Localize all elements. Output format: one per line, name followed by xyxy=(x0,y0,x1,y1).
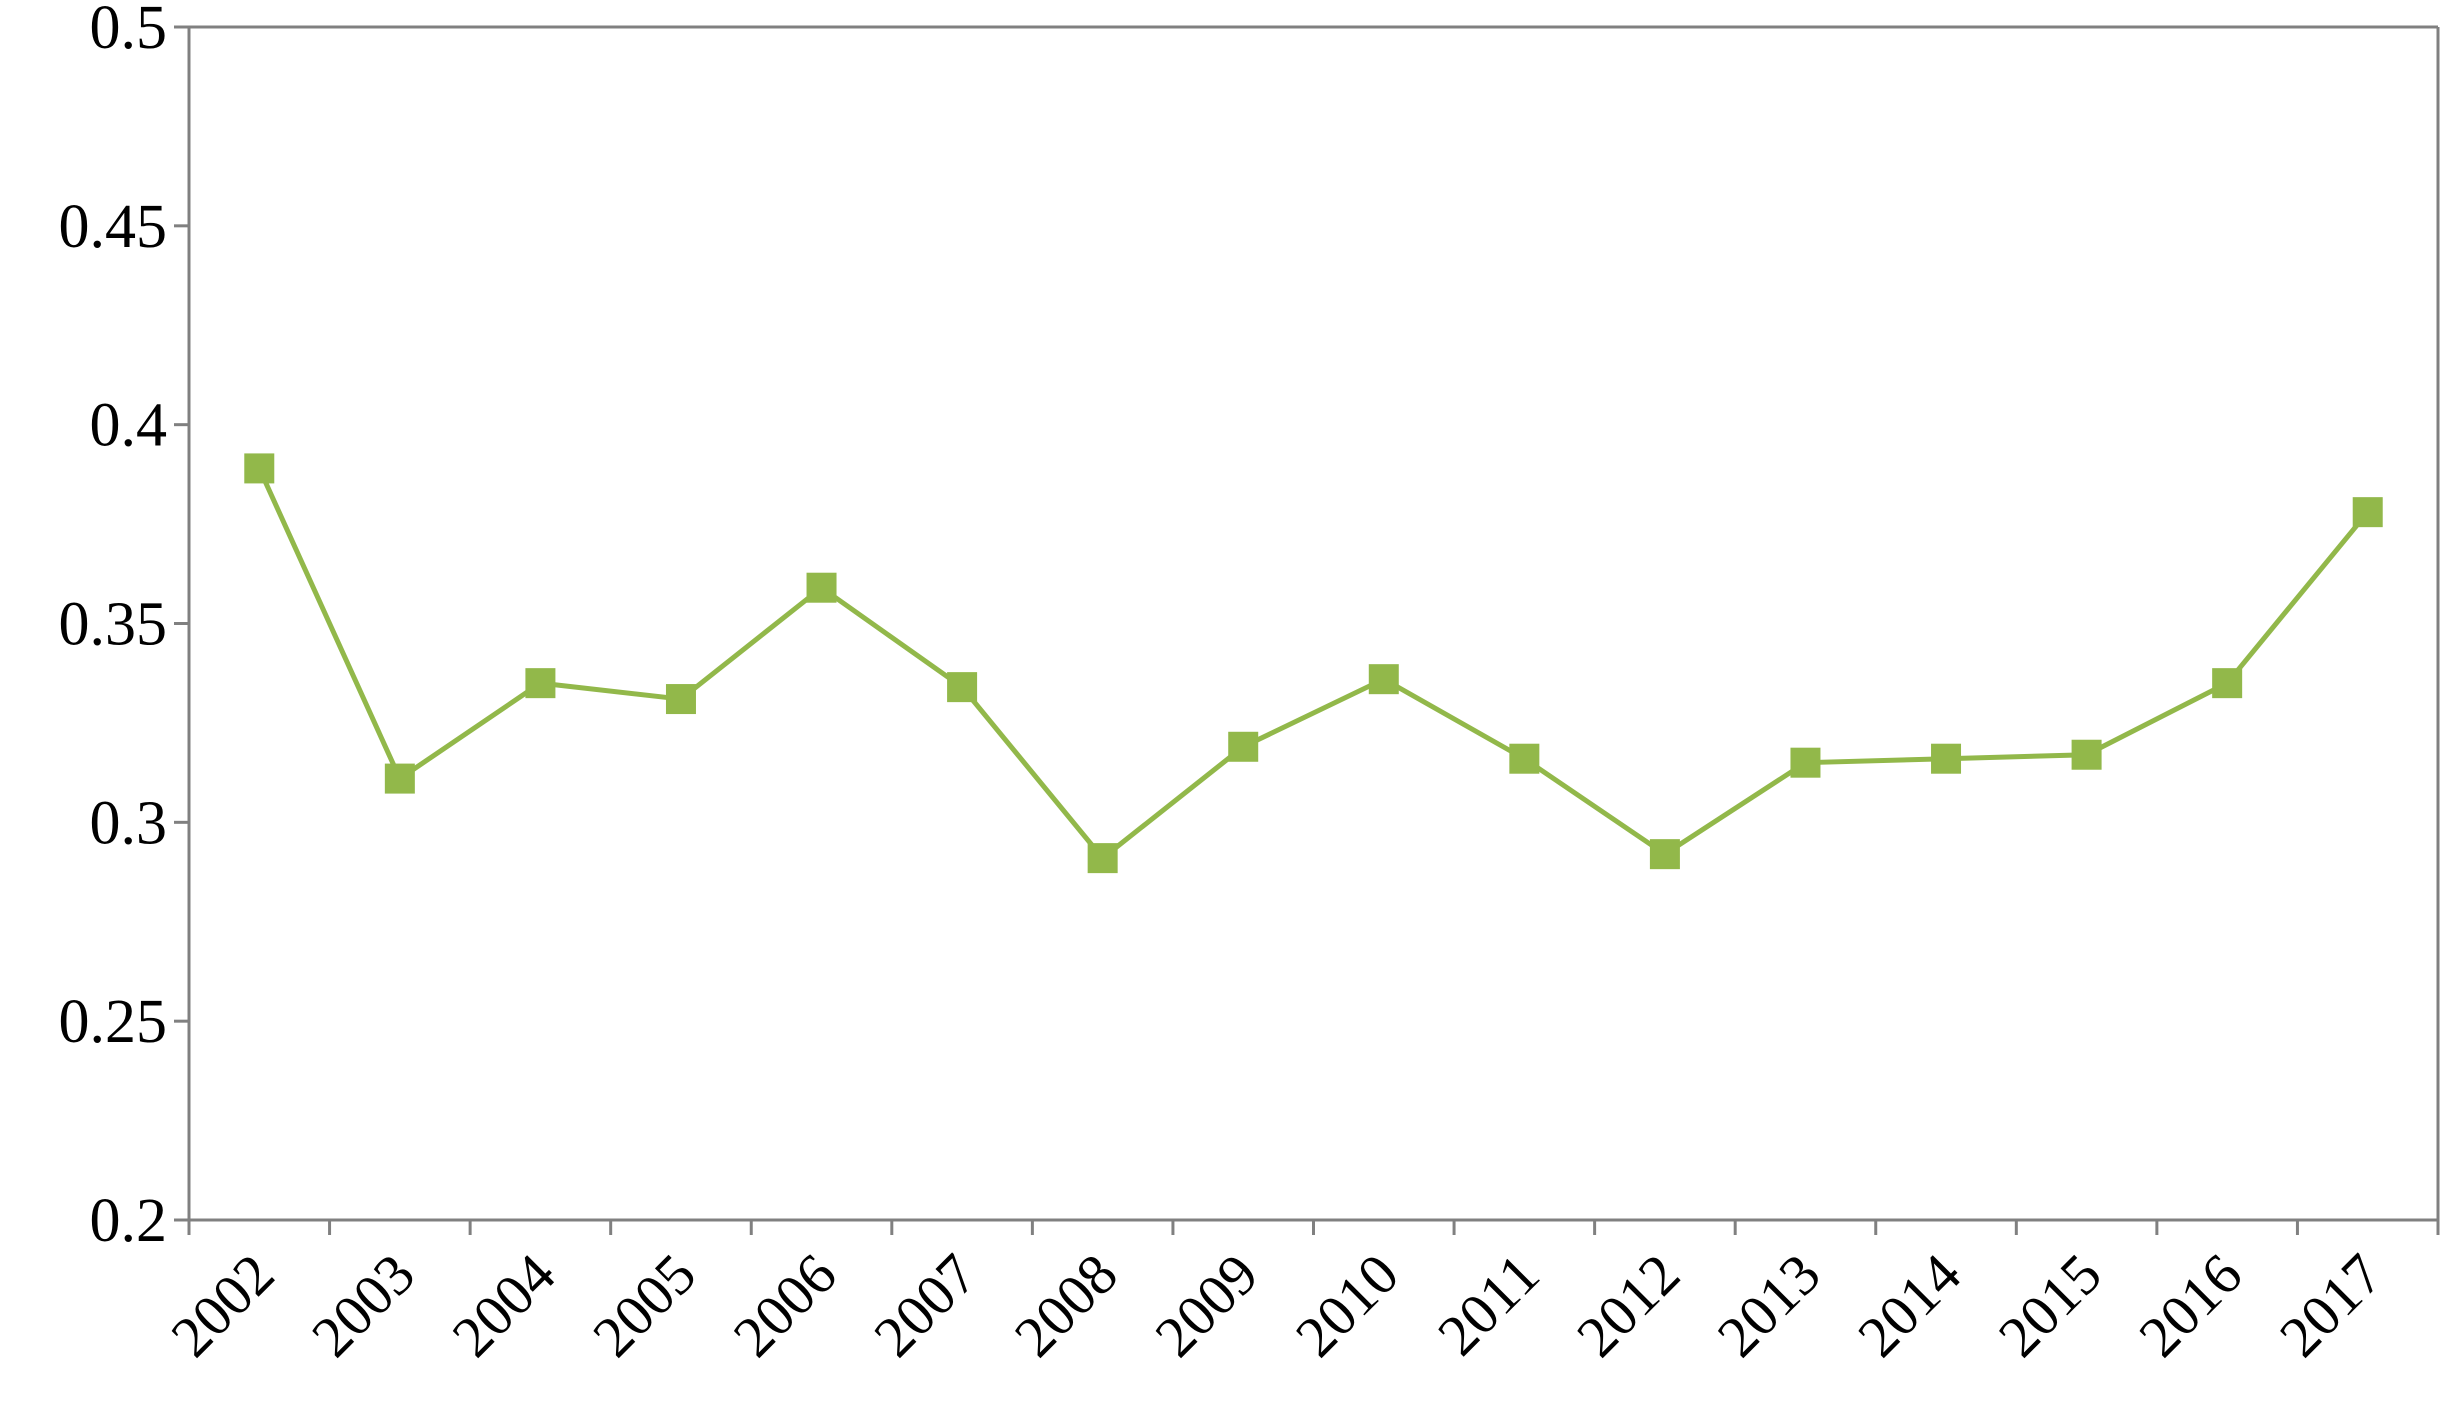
data-point-marker xyxy=(244,453,275,484)
x-tick-label: 2005 xyxy=(580,1241,708,1369)
y-tick-label: 0.4 xyxy=(90,392,168,460)
plot-area xyxy=(187,25,2440,1222)
x-tick-label: 2011 xyxy=(1425,1241,1551,1367)
x-tick-label: 2010 xyxy=(1283,1241,1411,1369)
data-point-marker xyxy=(806,572,837,603)
y-tick-label: 0.25 xyxy=(59,988,168,1056)
y-axis-ticks: 0.2 0.25 0.3 0.35 0.4 0.45 0.5 xyxy=(59,0,189,1255)
data-point-marker xyxy=(947,672,978,703)
data-point-marker xyxy=(1087,843,1118,874)
x-tick-label: 2015 xyxy=(1986,1241,2114,1369)
data-point-marker xyxy=(384,763,415,794)
x-tick-label: 2017 xyxy=(2267,1241,2395,1369)
data-point-marker xyxy=(665,684,696,715)
y-tick-label: 0.45 xyxy=(59,193,168,261)
y-tick-label: 0.3 xyxy=(90,789,168,857)
x-axis-ticks: 2002 2003 2004 2005 2006 2007 2008 2009 2010 2011… xyxy=(158,1220,2440,1369)
x-tick-label: 2014 xyxy=(1845,1241,1973,1369)
data-point-marker xyxy=(1649,839,1680,870)
x-tick-label: 2007 xyxy=(861,1241,989,1369)
x-tick-label: 2006 xyxy=(721,1241,849,1369)
data-point-marker xyxy=(1228,731,1259,762)
series-group xyxy=(244,453,2383,874)
x-tick-label: 2002 xyxy=(158,1241,286,1369)
series-line xyxy=(257,467,2370,862)
data-point-marker xyxy=(1509,743,1540,774)
data-point-marker xyxy=(2212,668,2243,699)
y-tick-label: 0.2 xyxy=(90,1187,168,1255)
data-point-marker xyxy=(1368,664,1399,695)
y-tick-label: 0.35 xyxy=(59,591,168,659)
data-point-marker xyxy=(2071,739,2102,770)
x-tick-label: 2008 xyxy=(1002,1241,1130,1369)
x-tick-label: 2012 xyxy=(1564,1241,1692,1369)
y-tick-label: 0.5 xyxy=(90,0,168,62)
data-point-marker xyxy=(1931,743,1962,774)
data-point-marker xyxy=(1790,747,1821,778)
x-tick-label: 2004 xyxy=(440,1241,568,1369)
x-tick-label: 2009 xyxy=(1142,1241,1270,1369)
x-tick-label: 2016 xyxy=(2126,1241,2254,1369)
x-tick-label: 2003 xyxy=(299,1241,427,1369)
x-tick-label: 2013 xyxy=(1705,1241,1833,1369)
data-point-marker xyxy=(525,668,556,699)
data-point-marker xyxy=(2352,497,2383,528)
